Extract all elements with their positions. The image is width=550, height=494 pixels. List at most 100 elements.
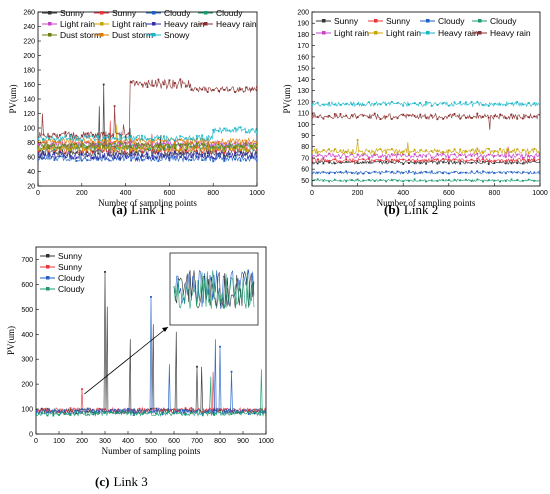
y-tick-label: 80: [27, 140, 35, 147]
data-point: [179, 78, 182, 81]
data-point: [396, 179, 399, 182]
data-point: [163, 140, 165, 143]
data-point: [75, 145, 78, 147]
data-point: [245, 153, 247, 156]
data-point: [206, 91, 209, 93]
data-point: [356, 178, 359, 181]
data-point: [108, 138, 111, 140]
data-point: [130, 159, 132, 162]
data-point: [368, 172, 370, 174]
data-point: [163, 154, 165, 157]
data-point: [487, 163, 490, 165]
data-point: [234, 147, 236, 149]
data-point: [356, 160, 359, 163]
data-point: [42, 137, 45, 140]
data-point: [42, 157, 45, 159]
data-point: [362, 153, 365, 155]
data-point: [59, 139, 61, 142]
data-point: [408, 158, 410, 161]
data-point: [356, 172, 359, 175]
data-point: [97, 140, 100, 143]
y-tick-label: 80: [301, 144, 309, 151]
legend: Sunny Sunny Cloudy Cloudy Light rain Light ra…: [316, 16, 531, 38]
data-point: [385, 180, 387, 183]
data-point: [102, 156, 105, 159]
data-point: [219, 345, 221, 348]
data-point: [207, 411, 210, 414]
data-point: [228, 141, 231, 143]
data-point: [379, 159, 382, 161]
data-point: [75, 410, 78, 413]
data-point: [533, 171, 536, 174]
data-point: [522, 149, 524, 151]
data-point: [396, 170, 399, 173]
y-tick-label: 200: [23, 53, 35, 60]
data-point: [108, 147, 111, 150]
data-point: [163, 144, 165, 147]
y-tick-label: 60: [301, 167, 309, 174]
y-tick-label: 190: [297, 21, 309, 28]
data-point: [219, 408, 221, 411]
data-point: [504, 156, 507, 158]
data-point: [510, 162, 513, 165]
data-point: [212, 129, 215, 131]
data-point: [168, 79, 171, 82]
data-point: [86, 151, 89, 153]
data-point: [102, 131, 105, 134]
data-point: [152, 84, 154, 87]
data-point: [42, 148, 45, 150]
data-point: [482, 152, 484, 154]
data-point: [168, 154, 171, 156]
legend-entry: Sunny: [60, 8, 85, 18]
data-point: [69, 138, 72, 141]
data-point: [228, 129, 231, 132]
data-point: [436, 162, 439, 165]
legend-marker: [100, 11, 104, 15]
data-point: [141, 147, 143, 150]
data-point: [81, 411, 83, 414]
data-point: [527, 116, 530, 119]
data-point: [234, 150, 236, 153]
y-tick-label: 120: [23, 111, 35, 118]
data-point: [86, 407, 89, 410]
data-point: [127, 407, 129, 410]
data-point: [59, 147, 61, 149]
caption-link-2: (b) Link 2: [384, 202, 438, 217]
x-tick-label: 0: [36, 190, 40, 197]
data-point: [522, 157, 524, 159]
data-point: [510, 151, 513, 153]
data-point: [108, 134, 111, 137]
caption-label: (b): [384, 202, 400, 217]
data-point: [190, 88, 193, 91]
data-point: [69, 145, 72, 147]
data-point: [339, 160, 342, 163]
data-point: [108, 152, 111, 154]
data-point: [408, 179, 410, 182]
data-point: [42, 133, 45, 136]
data-point: [413, 153, 416, 155]
data-point: [476, 157, 479, 160]
data-point: [178, 409, 181, 412]
data-point: [63, 413, 66, 415]
data-point: [390, 171, 393, 173]
data-point: [436, 149, 439, 152]
legend-marker: [426, 31, 430, 35]
data-point: [539, 170, 540, 173]
data-point: [179, 138, 182, 141]
data-point: [109, 411, 112, 414]
data-point: [487, 179, 490, 182]
data-point: [135, 136, 138, 139]
data-point: [316, 116, 319, 118]
data-point: [102, 83, 105, 86]
data-point: [482, 180, 484, 183]
data-point: [250, 146, 253, 149]
data-point: [135, 147, 138, 150]
data-point: [179, 149, 182, 152]
y-tick-label: 260: [23, 10, 35, 17]
data-point: [362, 114, 365, 117]
data-point: [436, 104, 439, 106]
data-point: [195, 88, 198, 91]
data-point: [250, 152, 253, 155]
data-point: [130, 81, 132, 83]
